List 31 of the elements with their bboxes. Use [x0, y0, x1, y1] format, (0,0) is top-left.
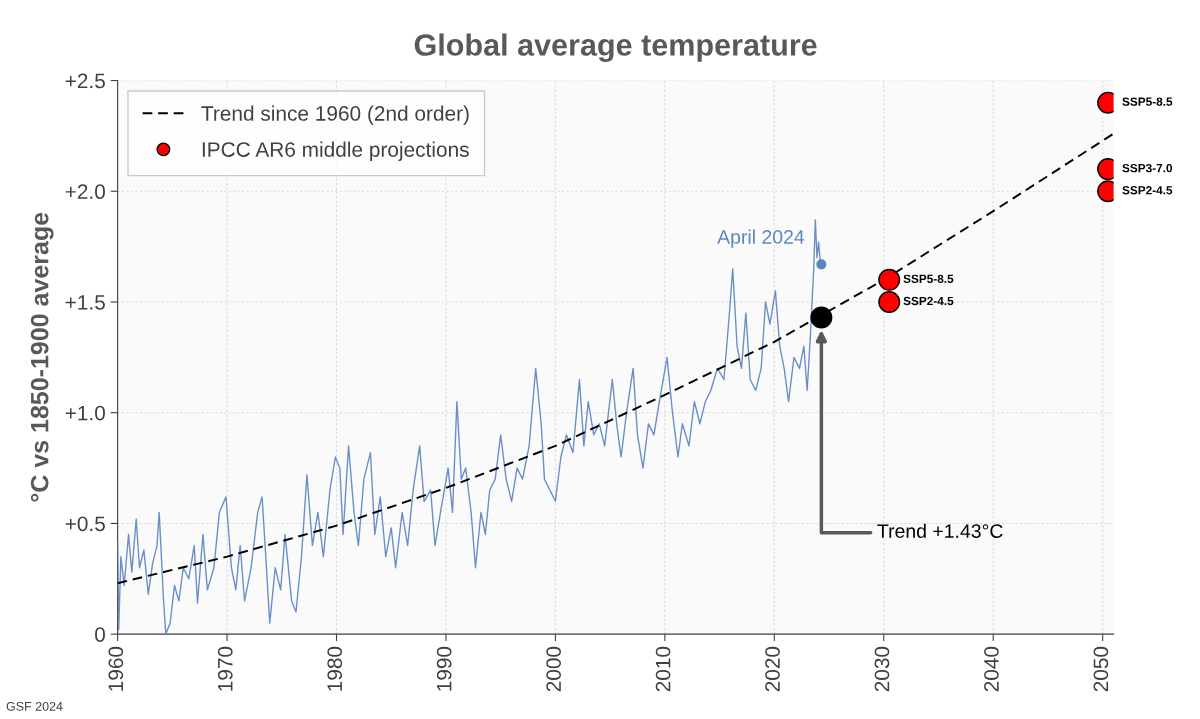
annotation: SSP2-4.5	[903, 296, 954, 306]
text: GSF 2024	[6, 701, 63, 711]
annotation: SSP5-8.5	[903, 274, 954, 283]
x-tick-label: 2020	[765, 646, 780, 692]
point	[810, 306, 833, 329]
annotation: April 2024	[717, 229, 805, 248]
annotation: Trend +1.43°C	[877, 523, 1003, 538]
y-tick-label: +2.5	[65, 73, 105, 89]
y-tick-label: +1.0	[65, 405, 105, 421]
annotation: SSP5-8.5	[1122, 97, 1173, 106]
x-tick-label: 1980	[327, 646, 343, 691]
legend-label: IPCC AR6 middle projections	[202, 141, 469, 162]
y-tick-label: +0.5	[65, 516, 105, 532]
x-tick-label: 2030	[874, 646, 890, 692]
y-axis-title: °C vs 1850-1900 average	[30, 212, 54, 502]
x-tick-label: 1970	[217, 646, 233, 691]
legend-label: Trend since 1960 (2nd order)	[201, 105, 469, 125]
point	[816, 259, 827, 270]
annotation: SSP2-4.5	[1122, 186, 1173, 195]
x-tick-label: 2050	[1093, 646, 1109, 692]
annotation: SSP3-7.0	[1122, 163, 1173, 173]
x-tick-label: 1960	[108, 646, 124, 691]
y-tick-label: 0	[95, 627, 105, 642]
x-tick-label: 2000	[546, 646, 561, 692]
chart-title: Global average temperature	[414, 33, 817, 62]
x-tick-label: 2010	[655, 646, 671, 692]
y-tick-label: +2.0	[65, 184, 105, 200]
line-series	[117, 132, 1114, 585]
y-tick-label: +1.5	[65, 295, 105, 310]
x-tick-label: 2040	[984, 646, 999, 692]
x-tick-label: 1990	[436, 646, 452, 691]
